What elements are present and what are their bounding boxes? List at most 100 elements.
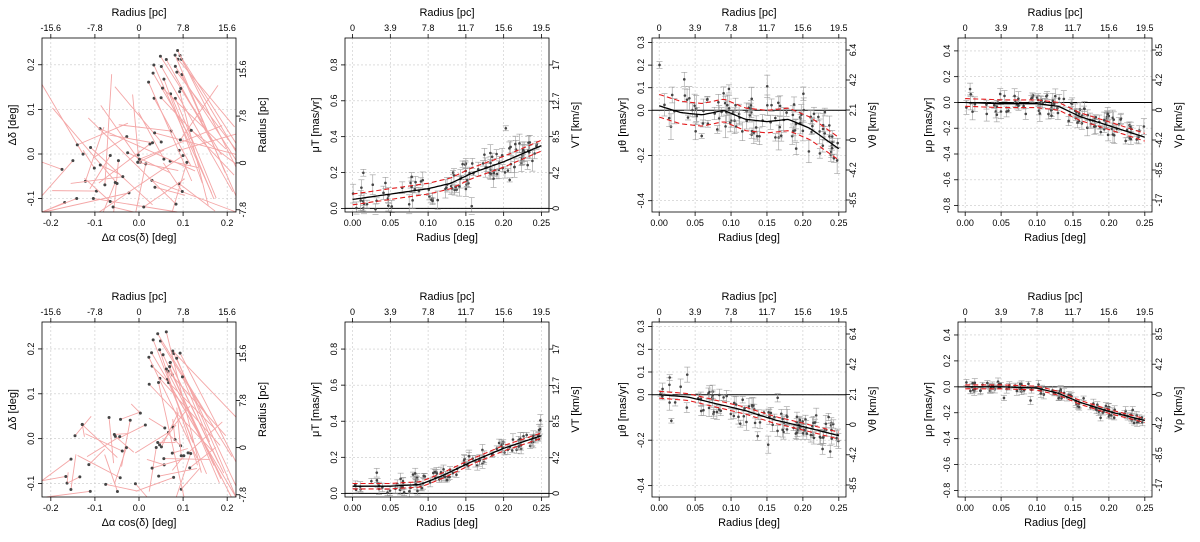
data-point <box>979 389 982 392</box>
data-point <box>805 432 809 435</box>
right-tick-label: 0 <box>1154 107 1164 112</box>
top-tick-label: 19.5 <box>830 307 848 317</box>
y-tick-label: 0.2 <box>636 59 646 72</box>
data-point <box>402 491 406 494</box>
proper-motion-vector <box>87 117 177 205</box>
star-point <box>108 154 112 158</box>
data-point <box>532 434 535 438</box>
confidence-band-lower <box>352 150 542 206</box>
data-point <box>489 161 492 165</box>
star-point <box>103 183 107 187</box>
data-point <box>818 152 822 155</box>
data-point <box>661 387 664 391</box>
proper-motion-vector <box>105 483 138 492</box>
proper-motion-vector <box>89 155 111 190</box>
top-tick-label: 7.8 <box>725 23 738 33</box>
data-point <box>728 121 732 124</box>
star-point <box>124 446 128 450</box>
star-point <box>176 48 180 52</box>
data-point <box>465 183 468 186</box>
x-axis-label: Radius [deg] <box>718 232 780 244</box>
data-point <box>743 407 746 410</box>
top-tick-label: 15.6 <box>218 307 236 317</box>
data-point <box>766 103 769 107</box>
y-tick-label: -0.2 <box>942 120 952 136</box>
data-point <box>1035 96 1039 99</box>
star-point <box>80 423 84 427</box>
y-axis-label: μρ [mas/yr] <box>923 382 935 437</box>
data-point <box>1069 101 1073 105</box>
x-tick-label: 0.00 <box>344 503 362 513</box>
data-point <box>399 477 402 481</box>
x-tick-label: 0.15 <box>758 218 776 228</box>
proper-motion-vector <box>46 490 91 498</box>
x-tick-label: -0.2 <box>43 503 59 513</box>
proper-motion-vector <box>120 411 142 420</box>
star-point <box>115 489 119 493</box>
right-tick-label: 4.2 <box>551 451 561 464</box>
top-tick-label: 0 <box>350 307 355 317</box>
top-tick-label: 3.9 <box>384 23 397 33</box>
x-tick-label: 0.20 <box>794 218 812 228</box>
data-point <box>998 92 1002 96</box>
x-tick-label: 0.25 <box>1136 218 1154 228</box>
data-point <box>510 449 514 452</box>
data-point <box>451 471 455 475</box>
data-point <box>1056 111 1060 115</box>
star-point <box>111 205 115 209</box>
data-point <box>531 159 534 163</box>
proper-motion-vector <box>174 98 217 199</box>
proper-motion-vector <box>115 436 135 453</box>
confidence-band-upper <box>965 98 1145 134</box>
star-point <box>158 443 162 447</box>
star-point <box>178 138 182 142</box>
data-point <box>742 414 746 418</box>
data-point <box>503 171 507 174</box>
proper-motion-vector <box>41 476 66 482</box>
star-point <box>156 441 160 445</box>
data-point <box>781 428 784 432</box>
proper-motion-vector <box>86 436 120 458</box>
data-point <box>497 441 501 445</box>
y-axis-label: μθ [mas/yr] <box>617 382 629 437</box>
proper-motion-vector <box>112 206 134 213</box>
data-point <box>717 117 721 120</box>
data-point <box>682 78 686 81</box>
data-point <box>1119 118 1122 121</box>
star-point <box>158 54 162 58</box>
proper-motion-vector <box>137 149 165 163</box>
data-point <box>1039 392 1043 395</box>
star-point <box>164 367 168 371</box>
y-tick-label: 0.2 <box>329 166 339 179</box>
top-tick-label: -15.6 <box>41 23 62 33</box>
data-point <box>492 177 495 180</box>
data-point <box>673 401 677 404</box>
data-point <box>527 141 530 144</box>
star-point <box>104 482 108 486</box>
data-point <box>835 159 839 162</box>
proper-motion-vector <box>165 331 202 473</box>
right-tick-label: 15.6 <box>238 345 248 363</box>
data-point <box>1029 399 1032 402</box>
data-point <box>420 486 424 490</box>
star-point <box>150 351 154 355</box>
right-tick-label: -17 <box>1154 478 1164 491</box>
proper-motion-vector <box>187 421 223 454</box>
star-point <box>157 474 161 478</box>
proper-motion-vector <box>158 382 185 498</box>
proper-motion-vector <box>114 433 129 435</box>
data-point <box>758 134 761 138</box>
proper-motion-vector <box>160 340 233 457</box>
x-tick-label: 0.0 <box>133 218 146 228</box>
star-point <box>60 167 64 171</box>
proper-motion-vector <box>108 417 115 464</box>
x-tick-label: 0.10 <box>419 218 437 228</box>
star-point <box>69 488 73 492</box>
data-point <box>1106 133 1110 137</box>
x-tick-label: 0.05 <box>686 503 704 513</box>
y-tick-label: 0.0 <box>26 148 36 161</box>
data-point <box>712 410 716 414</box>
data-point <box>1013 94 1016 98</box>
data-point <box>801 431 805 435</box>
data-point <box>685 98 689 101</box>
